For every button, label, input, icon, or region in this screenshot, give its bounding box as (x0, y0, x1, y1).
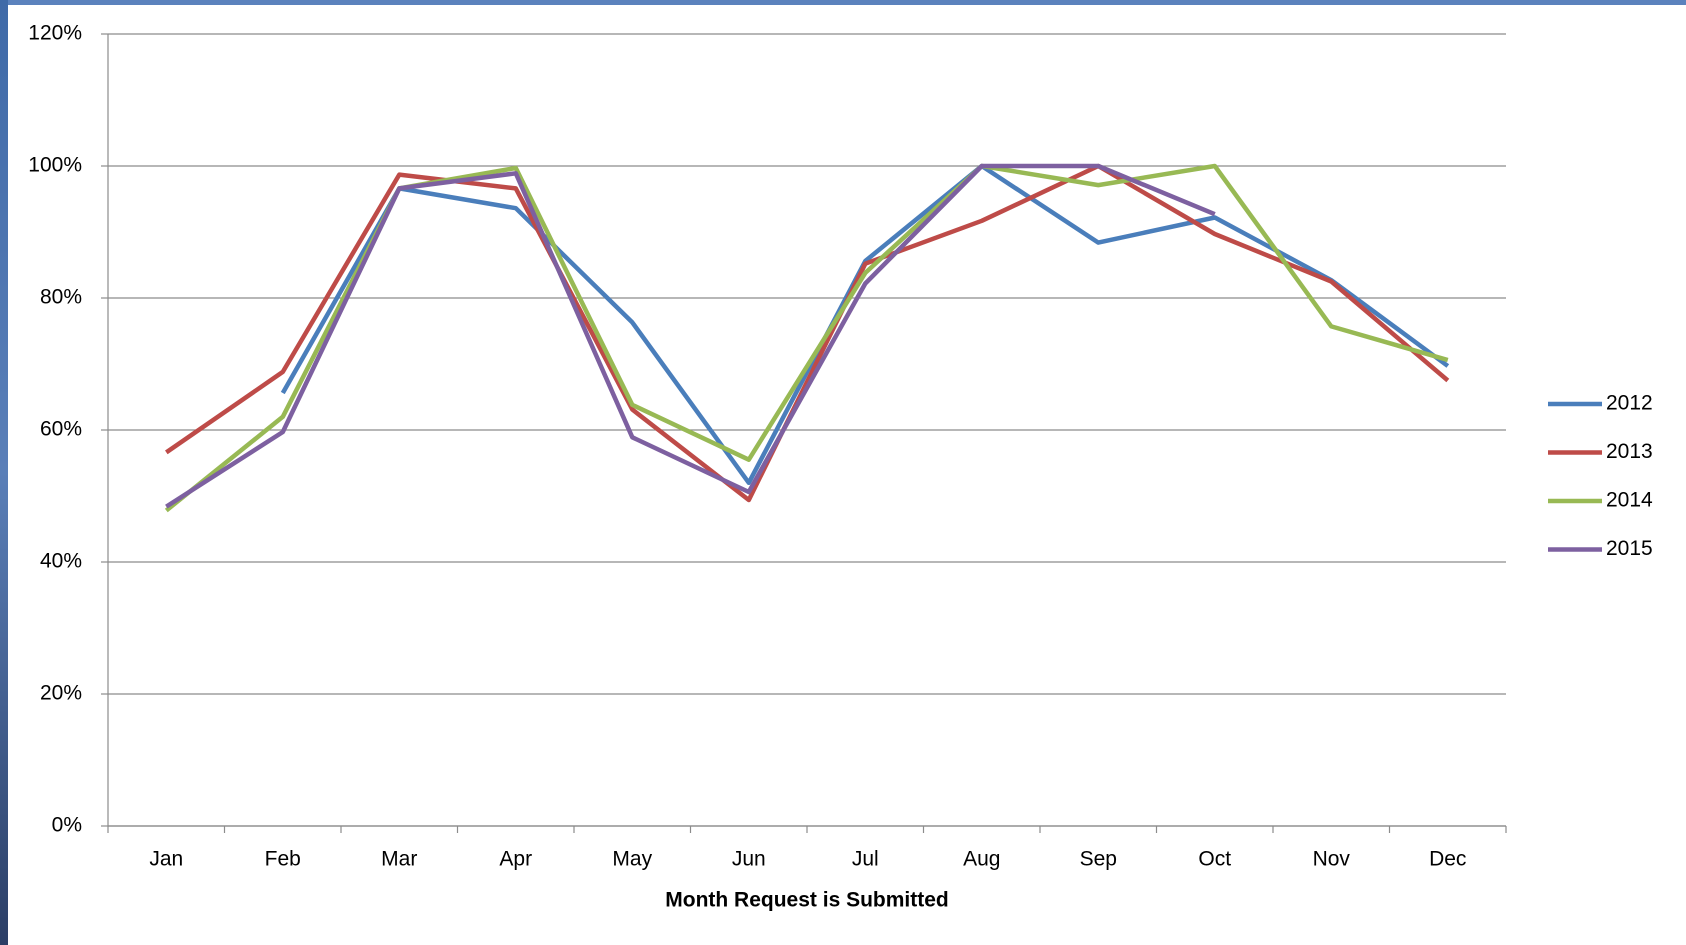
background-strip (0, 0, 8, 945)
series-line (164, 163, 1449, 513)
x-tick-label: Mar (381, 848, 417, 871)
y-tick-label: 40% (40, 550, 82, 573)
x-tick-label: Jun (732, 848, 766, 871)
y-tick-label: 0% (52, 814, 82, 837)
x-axis-title: Month Request is Submitted (665, 889, 949, 912)
series-line (165, 163, 1450, 503)
y-tick-label: 80% (40, 286, 82, 309)
y-tick-label: 60% (40, 418, 82, 441)
x-tick-label: Jan (149, 848, 183, 871)
x-tick-label: Oct (1198, 848, 1231, 871)
x-tick-label: Nov (1313, 848, 1351, 871)
y-tick-label: 120% (28, 22, 82, 45)
series-line (280, 163, 1450, 486)
x-tick-label: Sep (1080, 848, 1117, 871)
x-tick-label: Aug (963, 848, 1000, 871)
y-tick-label: 100% (28, 154, 82, 177)
series-line (165, 163, 1216, 509)
y-tick-label: 20% (40, 682, 82, 705)
x-tick-label: Feb (265, 848, 301, 871)
legend-label: 2015 (1606, 537, 1653, 560)
x-tick-label: Dec (1429, 848, 1466, 871)
legend-label: 2012 (1606, 392, 1653, 415)
background-strip (0, 0, 1686, 5)
legend-label: 2014 (1606, 489, 1653, 512)
legend-label: 2013 (1606, 440, 1653, 463)
x-tick-label: Jul (852, 848, 879, 871)
x-tick-label: Apr (499, 848, 532, 871)
x-tick-label: May (612, 848, 652, 871)
